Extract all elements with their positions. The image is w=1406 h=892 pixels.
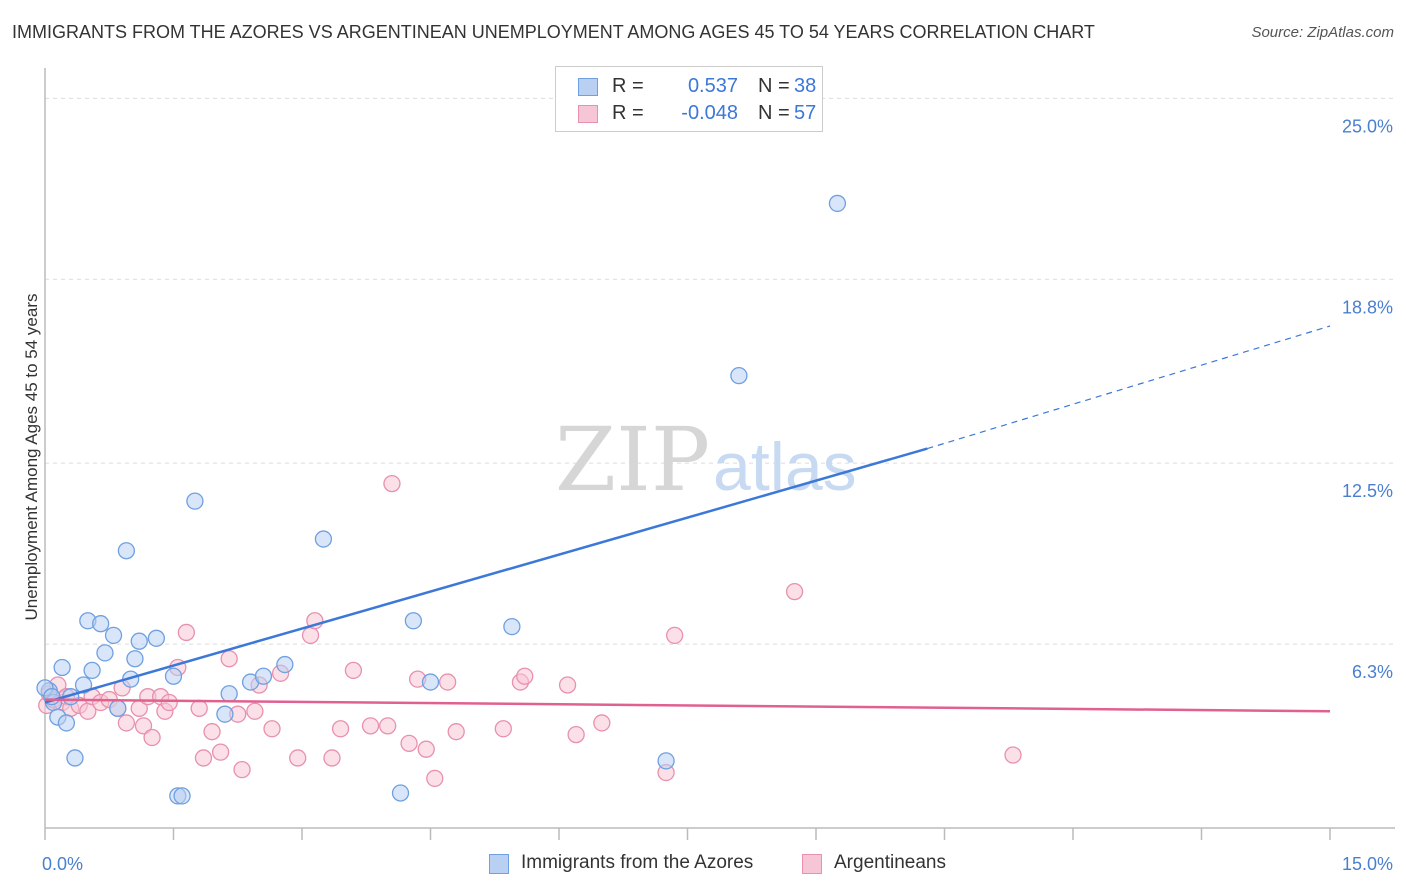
azores-point	[117, 542, 136, 560]
azores-point	[147, 629, 166, 647]
n-label: N =	[758, 102, 790, 124]
azores-point	[83, 661, 101, 680]
azores-point	[254, 667, 273, 685]
argentineans-point	[331, 720, 350, 738]
argentineans-swatch	[578, 105, 598, 123]
argentineans-point	[117, 714, 136, 732]
azores-point	[216, 705, 234, 723]
azores-point	[404, 612, 423, 630]
azores-point	[220, 685, 238, 703]
r-label: R =	[612, 75, 644, 97]
argentineans-point	[1004, 746, 1022, 764]
azores-point	[126, 650, 144, 668]
r-value-argentineans: -0.048	[681, 102, 738, 124]
argentineans-point	[666, 626, 684, 645]
azores-point	[173, 787, 191, 805]
azores-point	[657, 752, 675, 770]
r-value-azores: 0.537	[687, 75, 738, 97]
watermark: ZIP atlas	[555, 408, 857, 511]
argentineans-point	[203, 723, 221, 741]
azores-point	[276, 655, 294, 674]
trend-lines	[44, 325, 1331, 713]
argentineans-point	[558, 676, 577, 694]
argentineans-point	[246, 702, 264, 720]
argentineans-point	[494, 720, 512, 738]
azores-legend-label: Immigrants from the Azores	[521, 852, 754, 873]
argentineans-point	[211, 743, 230, 761]
argentineans-point	[263, 720, 281, 738]
azores-trend-line	[44, 447, 928, 704]
azores-legend-swatch	[489, 854, 509, 874]
argentineans-point	[426, 769, 444, 788]
azores-point	[96, 644, 114, 662]
watermark-zip: ZIP	[555, 408, 710, 511]
argentineans-point	[344, 661, 363, 680]
n-value-argentineans: 57	[794, 102, 817, 124]
argentineans-point	[438, 673, 457, 691]
grid-lines	[45, 97, 1395, 645]
argentineans-point	[323, 749, 341, 767]
x-tick-label: 0.0%	[42, 854, 83, 874]
correlation-legend: R = 0.537 N = 38 R = -0.048 N = 57	[555, 66, 823, 132]
argentineans-point	[361, 717, 380, 735]
argentineans-point	[447, 723, 465, 741]
r-label: R =	[612, 102, 644, 124]
argentineans-point	[593, 714, 611, 732]
azores-point	[92, 615, 110, 633]
azores-point	[314, 530, 333, 548]
argentineans-point	[785, 582, 804, 601]
azores-point	[503, 617, 521, 636]
azores-point	[57, 714, 76, 732]
argentineans-point	[177, 623, 196, 642]
y-tick-label: 18.8%	[1342, 297, 1393, 317]
azores-point	[53, 658, 71, 677]
argentineans-point	[516, 667, 534, 685]
azores-swatch	[578, 78, 598, 96]
argentineans-point	[160, 693, 178, 712]
azores-point	[130, 632, 148, 650]
azores-point	[104, 626, 123, 645]
argentineans-point	[567, 725, 585, 744]
argentineans-point	[220, 650, 238, 668]
y-tick-label: 6.3%	[1352, 662, 1393, 682]
argentineans-legend-swatch	[802, 854, 822, 874]
y-axis-label: Unemployment Among Ages 45 to 54 years	[22, 294, 41, 621]
azores-point	[421, 673, 440, 691]
argentineans-point	[400, 734, 418, 753]
argentineans-legend-label: Argentineans	[834, 852, 946, 873]
argentineans-point	[379, 717, 397, 735]
azores-point	[66, 749, 84, 767]
x-tick-label: 15.0%	[1342, 854, 1393, 874]
source-label: Source: ZipAtlas.com	[1251, 24, 1394, 41]
tick-labels: 6.3% 12.5% 18.8% 25.0% 0.0% 15.0%	[42, 116, 1393, 874]
n-label: N =	[758, 75, 790, 97]
azores-point	[186, 492, 204, 510]
argentineans-point	[289, 749, 307, 767]
argentineans-trend-line	[44, 698, 1331, 713]
argentineans-point	[383, 474, 401, 493]
azores-point	[164, 667, 183, 685]
argentineans-point	[143, 728, 161, 747]
argentineans-point	[134, 717, 153, 735]
argentineans-point	[194, 749, 213, 767]
argentineans-point	[301, 626, 320, 645]
y-tick-label: 25.0%	[1342, 116, 1393, 136]
azores-point	[391, 784, 410, 802]
argentineans-point	[233, 760, 251, 779]
azores-point	[109, 699, 127, 717]
argentineans-point	[417, 740, 435, 758]
watermark-atlas: atlas	[713, 429, 857, 505]
argentineans-points	[38, 474, 1022, 788]
azores-point	[730, 366, 748, 385]
y-tick-label: 12.5%	[1342, 481, 1393, 501]
argentineans-point	[190, 699, 208, 717]
azores-point	[828, 194, 847, 213]
n-value-azores: 38	[794, 75, 817, 97]
azores-points	[36, 194, 847, 805]
chart-title: IMMIGRANTS FROM THE AZORES VS ARGENTINEA…	[12, 22, 1095, 42]
azores-trend-extension	[927, 325, 1331, 450]
